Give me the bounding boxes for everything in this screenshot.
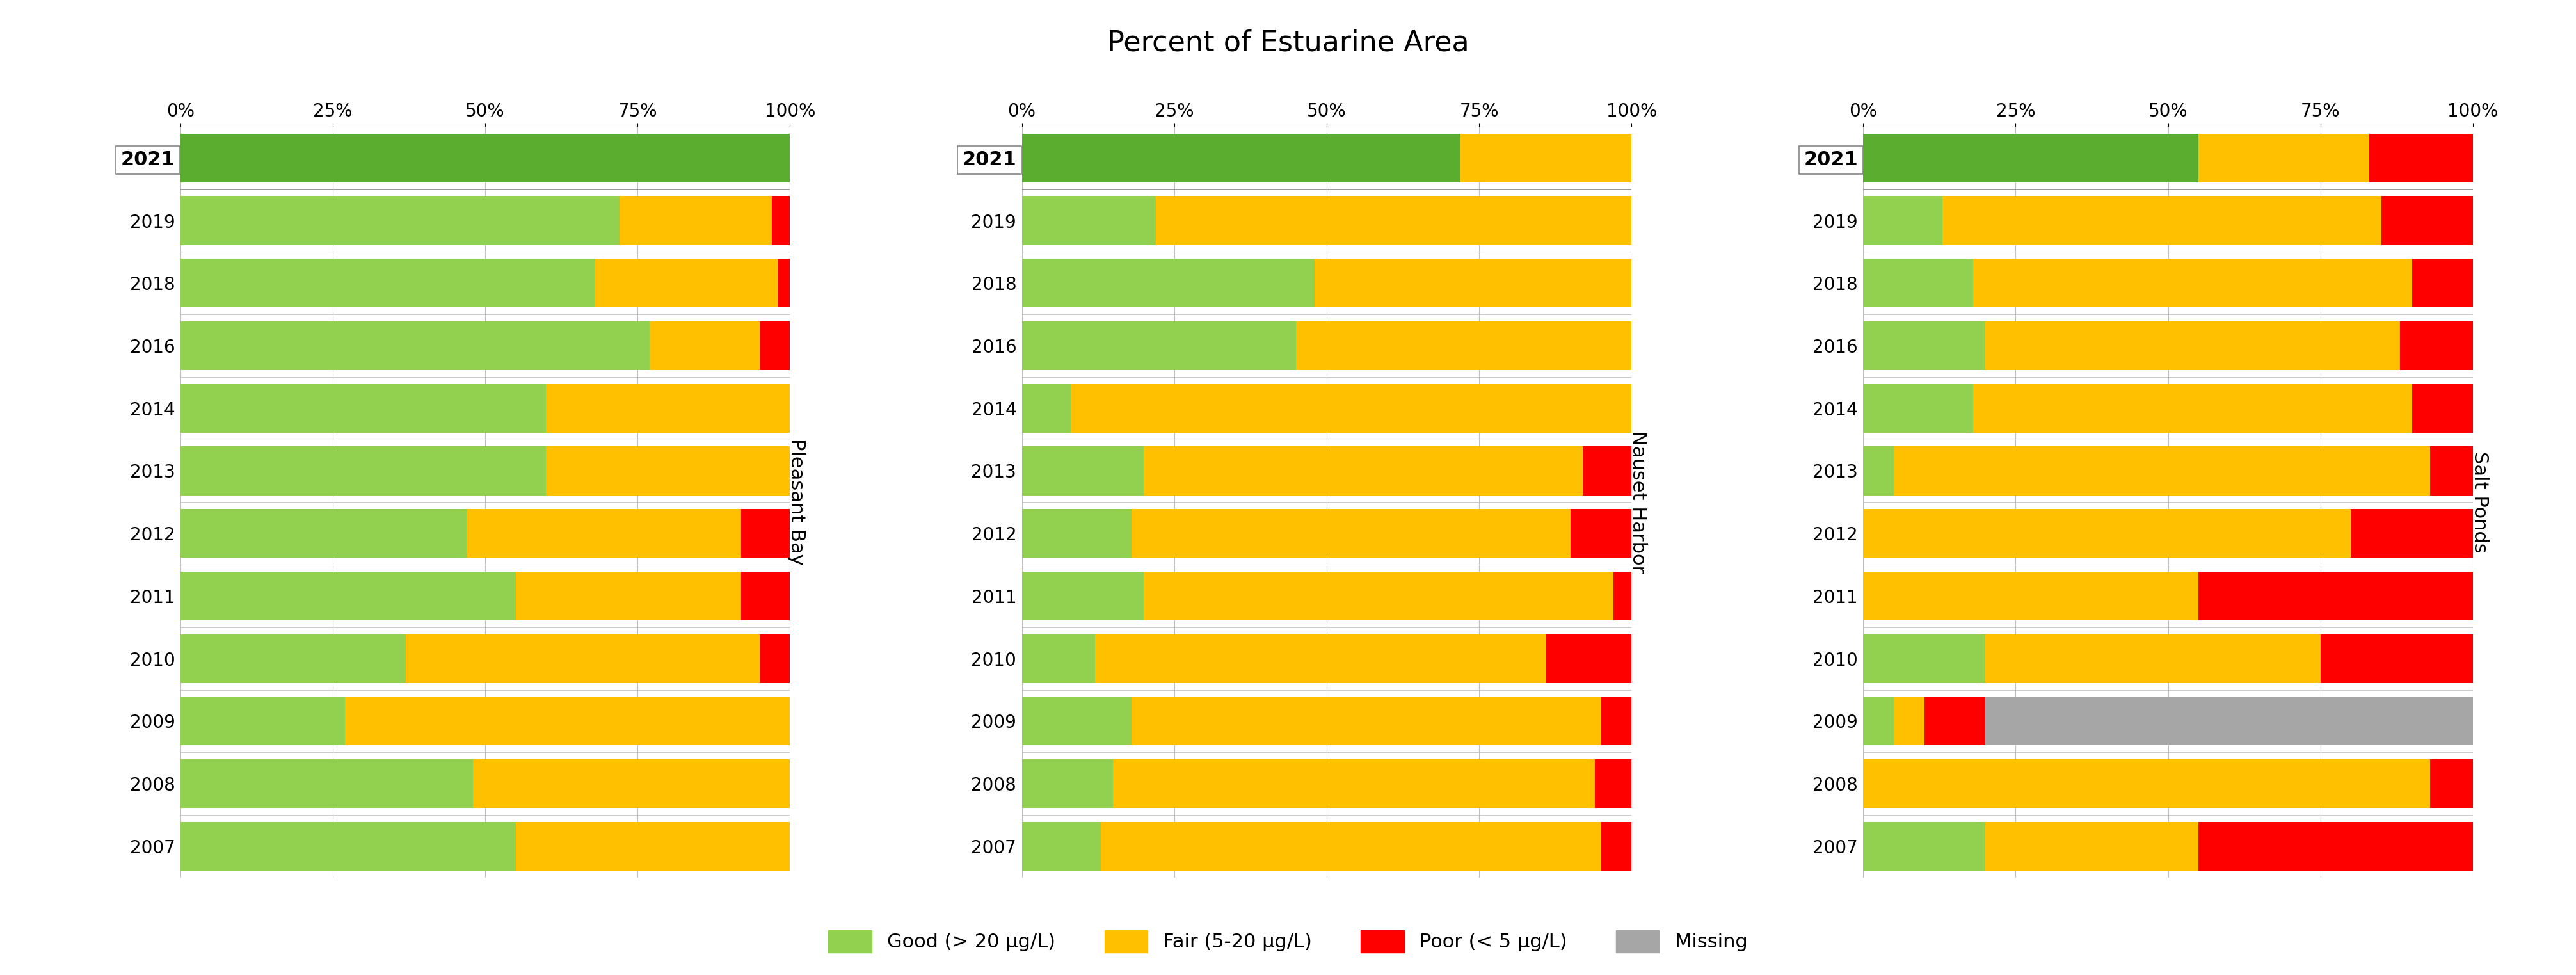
Bar — [180, 196, 618, 245]
Bar — [1023, 384, 1072, 433]
Bar — [345, 697, 791, 746]
Bar — [2352, 509, 2473, 558]
Bar — [1862, 571, 2197, 620]
Bar — [1862, 634, 1986, 682]
Bar — [1862, 134, 2197, 182]
Bar — [180, 134, 791, 182]
Bar — [180, 258, 595, 307]
Bar — [1973, 384, 2411, 433]
Bar — [742, 571, 791, 620]
Bar — [1602, 697, 1631, 746]
Bar — [1862, 697, 1893, 746]
Bar — [1862, 322, 1986, 370]
Bar — [546, 447, 791, 495]
Bar — [1023, 447, 1144, 495]
Bar — [546, 384, 791, 433]
Bar — [2197, 134, 2370, 182]
Bar — [742, 509, 791, 558]
Bar — [180, 697, 345, 746]
Bar — [1862, 384, 1973, 433]
Bar — [180, 447, 546, 495]
Bar — [1862, 196, 1942, 245]
Bar — [1144, 447, 1582, 495]
Bar — [1131, 509, 1571, 558]
Bar — [1023, 258, 1314, 307]
Bar — [1571, 509, 1631, 558]
Bar — [1602, 822, 1631, 871]
Bar — [180, 822, 515, 871]
Bar — [1986, 634, 2321, 682]
Bar — [2380, 196, 2473, 245]
Bar — [1862, 822, 1986, 871]
Bar — [1986, 697, 2473, 746]
Bar — [1862, 760, 2429, 808]
Legend: Good (> 20 μg/L), Fair (5-20 μg/L), Poor (< 5 μg/L), Missing: Good (> 20 μg/L), Fair (5-20 μg/L), Poor… — [822, 922, 1754, 960]
Bar — [1893, 697, 1924, 746]
Bar — [1546, 634, 1631, 682]
Bar — [1924, 697, 1986, 746]
Bar — [1862, 447, 1893, 495]
Bar — [1986, 822, 2197, 871]
Bar — [180, 571, 515, 620]
Bar — [1023, 322, 1296, 370]
Bar — [1023, 509, 1131, 558]
Bar — [1095, 634, 1546, 682]
Y-axis label: Salt Ponds: Salt Ponds — [2470, 451, 2488, 553]
Bar — [1942, 196, 2380, 245]
Bar — [474, 760, 791, 808]
Bar — [1100, 822, 1602, 871]
Bar — [515, 822, 791, 871]
Bar — [1296, 322, 1631, 370]
Bar — [1973, 258, 2411, 307]
Bar — [1595, 760, 1631, 808]
Bar — [2401, 322, 2473, 370]
Bar — [180, 384, 546, 433]
Bar — [407, 634, 760, 682]
Bar — [1023, 760, 1113, 808]
Bar — [2197, 571, 2473, 620]
Bar — [2429, 760, 2473, 808]
Bar — [1144, 571, 1613, 620]
Bar — [1023, 571, 1144, 620]
Bar — [2429, 447, 2473, 495]
Bar — [773, 196, 791, 245]
Bar — [1461, 134, 1631, 182]
Bar — [1157, 196, 1631, 245]
Bar — [2411, 384, 2473, 433]
Bar — [2197, 822, 2473, 871]
Bar — [595, 258, 778, 307]
Bar — [1613, 571, 1631, 620]
Bar — [466, 509, 742, 558]
Bar — [180, 322, 649, 370]
Bar — [1862, 258, 1973, 307]
Bar — [1314, 258, 1631, 307]
Bar — [180, 509, 466, 558]
Bar — [760, 322, 791, 370]
Text: Percent of Estuarine Area: Percent of Estuarine Area — [1108, 29, 1468, 57]
Bar — [1023, 634, 1095, 682]
Bar — [649, 322, 760, 370]
Bar — [180, 760, 474, 808]
Bar — [618, 196, 773, 245]
Bar — [1023, 196, 1157, 245]
Bar — [1072, 384, 1631, 433]
Bar — [778, 258, 791, 307]
Bar — [1986, 322, 2401, 370]
Bar — [2370, 134, 2473, 182]
Bar — [1582, 447, 1631, 495]
Bar — [760, 634, 791, 682]
Bar — [1113, 760, 1595, 808]
Bar — [2411, 258, 2473, 307]
Bar — [180, 634, 407, 682]
Bar — [1023, 697, 1131, 746]
Bar — [1131, 697, 1602, 746]
Y-axis label: Nauset Harbor: Nauset Harbor — [1628, 431, 1649, 573]
Bar — [2321, 634, 2473, 682]
Y-axis label: Pleasant Bay: Pleasant Bay — [788, 439, 806, 566]
Bar — [1893, 447, 2429, 495]
Bar — [1862, 509, 2352, 558]
Bar — [1023, 134, 1461, 182]
Bar — [515, 571, 742, 620]
Bar — [1023, 822, 1100, 871]
